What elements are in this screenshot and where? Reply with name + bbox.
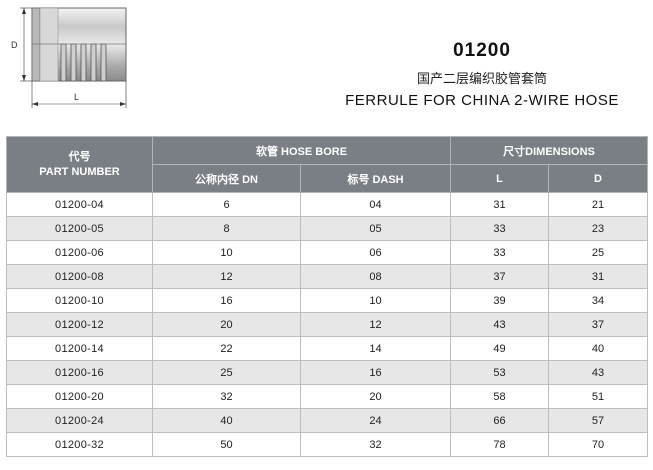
- cell-d: 57: [548, 408, 649, 433]
- cell-part-number: 01200-14: [6, 336, 153, 361]
- cell-dn: 25: [152, 360, 301, 385]
- cell-dash: 06: [299, 240, 452, 265]
- cell-l: 37: [450, 264, 550, 289]
- cell-dn: 16: [152, 288, 301, 313]
- cell-l: 58: [450, 384, 550, 409]
- header-d: D: [548, 164, 649, 193]
- cell-dn: 32: [152, 384, 301, 409]
- cell-d: 31: [548, 264, 649, 289]
- cell-l: 33: [450, 240, 550, 265]
- cell-d: 51: [548, 384, 649, 409]
- cell-dash: 12: [299, 312, 452, 337]
- cell-l: 43: [450, 312, 550, 337]
- header-dash: 标号 DASH: [299, 164, 452, 193]
- header-part-cn: 代号: [68, 150, 91, 163]
- cell-dn: 10: [152, 240, 301, 265]
- ferrule-neck: [39, 7, 59, 82]
- cell-part-number: 01200-04: [6, 192, 153, 217]
- header-l: L: [450, 164, 550, 193]
- header-part-number: 代号 PART NUMBER: [6, 136, 153, 193]
- table-row: 01200-04 6 04 31 21: [6, 192, 649, 217]
- spec-table: 代号 PART NUMBER 软管 HOSE BORE 尺寸DIMENSIONS…: [6, 136, 649, 457]
- cell-dash: 14: [299, 336, 452, 361]
- header-dimensions: 尺寸DIMENSIONS: [450, 136, 649, 165]
- cell-l: 31: [450, 192, 550, 217]
- cell-dash: 24: [299, 408, 452, 433]
- cell-d: 43: [548, 360, 649, 385]
- cell-dn: 22: [152, 336, 301, 361]
- cell-dn: 12: [152, 264, 301, 289]
- cell-dash: 08: [299, 264, 452, 289]
- cell-part-number: 01200-05: [6, 216, 153, 241]
- chinese-title: 国产二层编织胶管套筒: [416, 72, 547, 87]
- cell-d: 34: [548, 288, 649, 313]
- dimension-l-label: L: [74, 92, 79, 102]
- cell-dash: 32: [299, 432, 452, 457]
- cell-l: 33: [450, 216, 550, 241]
- ferrule-flange: [31, 7, 41, 82]
- cell-l: 53: [450, 360, 550, 385]
- dimension-d-label: D: [11, 40, 18, 50]
- cell-l: 49: [450, 336, 550, 361]
- ferrule-drawing: D L: [11, 7, 127, 108]
- cell-d: 40: [548, 336, 649, 361]
- cell-dn: 6: [152, 192, 301, 217]
- cell-dn: 20: [152, 312, 301, 337]
- table-row: 01200-05 8 05 33 23: [6, 216, 649, 241]
- table-row: 01200-12 20 12 43 37: [6, 312, 649, 337]
- cell-part-number: 01200-12: [6, 312, 153, 337]
- cell-d: 25: [548, 240, 649, 265]
- cell-dash: 20: [299, 384, 452, 409]
- table-row: 01200-24 40 24 66 57: [6, 408, 649, 433]
- table-body: 01200-04 6 04 31 21 01200-05 8 05 33 23 01200-06 10…: [6, 192, 649, 457]
- cell-part-number: 01200-20: [6, 384, 153, 409]
- table-row: 01200-16 25 16 53 43: [6, 360, 649, 385]
- cell-l: 39: [450, 288, 550, 313]
- cell-l: 66: [450, 408, 550, 433]
- cell-d: 37: [548, 312, 649, 337]
- cell-dash: 16: [299, 360, 452, 385]
- cell-part-number: 01200-08: [6, 264, 153, 289]
- cell-d: 21: [548, 192, 649, 217]
- table-row: 01200-14 22 14 49 40: [6, 336, 649, 361]
- part-number-title: 01200: [453, 40, 511, 61]
- cell-dash: 04: [299, 192, 452, 217]
- table-row: 01200-08 12 08 37 31: [6, 264, 649, 289]
- cell-dn: 50: [152, 432, 301, 457]
- cell-dn: 40: [152, 408, 301, 433]
- cell-d: 23: [548, 216, 649, 241]
- table-row: 01200-32 50 32 78 70: [6, 432, 649, 457]
- cell-l: 78: [450, 432, 550, 457]
- table-row: 01200-10 16 10 39 34: [6, 288, 649, 313]
- cell-part-number: 01200-10: [6, 288, 153, 313]
- table-row: 01200-06 10 06 33 25: [6, 240, 649, 265]
- cell-part-number: 01200-06: [6, 240, 153, 265]
- cell-part-number: 01200-16: [6, 360, 153, 385]
- cell-dash: 05: [299, 216, 452, 241]
- cell-d: 70: [548, 432, 649, 457]
- english-title: FERRULE FOR CHINA 2-WIRE HOSE: [345, 92, 619, 109]
- title-block: 01200 国产二层编织胶管套筒 FERRULE FOR CHINA 2-WIR…: [317, 40, 647, 109]
- cell-part-number: 01200-24: [6, 408, 153, 433]
- header-hose-bore: 软管 HOSE BORE: [151, 136, 452, 165]
- cell-dn: 8: [152, 216, 301, 241]
- table-row: 01200-20 32 20 58 51: [6, 384, 649, 409]
- header-part-en: PART NUMBER: [39, 165, 120, 178]
- header-dn: 公称内径 DN: [152, 164, 301, 193]
- cell-dash: 10: [299, 288, 452, 313]
- cell-part-number: 01200-32: [6, 432, 153, 457]
